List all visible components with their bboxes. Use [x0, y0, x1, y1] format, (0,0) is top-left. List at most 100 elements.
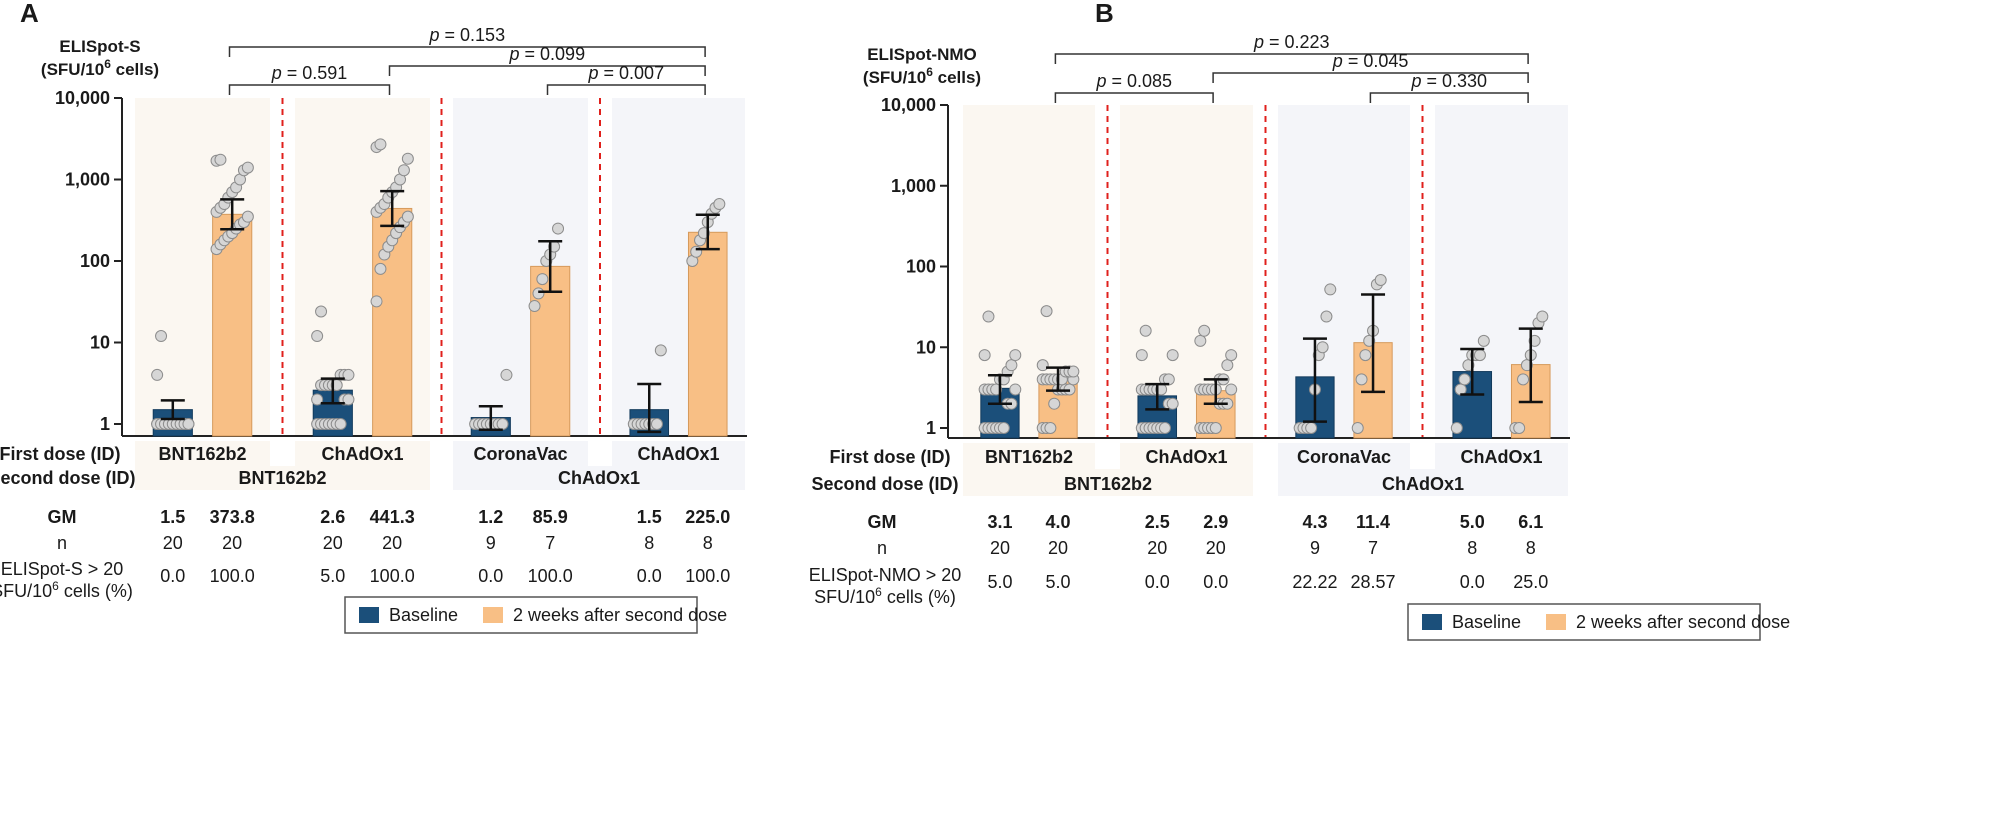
threshold-percent: 0.0: [1145, 572, 1170, 592]
data-point: [496, 418, 509, 430]
threshold-percent: 100.0: [210, 566, 255, 586]
data-point: [1513, 422, 1526, 434]
data-point: [1048, 397, 1061, 410]
p-value-label: p = 0.330: [1410, 71, 1487, 91]
gm-value: 3.1: [987, 512, 1012, 532]
legend-swatch-after: [483, 607, 503, 623]
first-dose-label: ChAdOx1: [321, 444, 403, 464]
data-point: [397, 164, 410, 177]
y-tick-label: 1,000: [65, 170, 110, 190]
n-row-label: n: [57, 533, 67, 553]
data-point: [1477, 334, 1490, 347]
threshold-percent: 25.0: [1513, 572, 1548, 592]
y-tick-label: 10,000: [881, 95, 936, 115]
second-dose-row-label: Second dose (ID): [811, 474, 958, 494]
legend: Baseline 2 weeks after second dose: [344, 596, 727, 634]
second-dose-label: BNT162b2: [1064, 474, 1152, 494]
data-point: [1209, 422, 1222, 434]
gm-value: 2.6: [320, 507, 345, 527]
first-dose-band: [453, 441, 588, 466]
legend-label-baseline: Baseline: [389, 605, 458, 625]
significance-bracket: [546, 84, 706, 95]
n-value: 9: [1310, 538, 1320, 558]
legend-label-after: 2 weeks after second dose: [1576, 612, 1790, 632]
data-point: [1225, 349, 1238, 362]
data-point: [997, 422, 1010, 434]
threshold-percent: 22.22: [1292, 572, 1337, 592]
second-dose-label: ChAdOx1: [1382, 474, 1464, 494]
data-point: [1044, 422, 1057, 434]
legend-swatch-after: [1546, 614, 1566, 630]
second-dose-band: [453, 466, 745, 490]
n-value: 7: [545, 533, 555, 553]
data-point: [1009, 349, 1022, 362]
first-dose-band: [295, 441, 430, 466]
data-point: [1359, 349, 1372, 362]
data-point: [552, 222, 565, 235]
data-point: [1305, 422, 1318, 434]
data-point: [1320, 310, 1333, 323]
gm-value: 5.0: [1460, 512, 1485, 532]
first-dose-band: [1278, 443, 1410, 469]
threshold-percent: 100.0: [370, 566, 415, 586]
gm-value: 11.4: [1356, 512, 1390, 532]
threshold-percent: 28.57: [1351, 572, 1396, 592]
data-point: [182, 418, 195, 430]
first-dose-band: [612, 441, 745, 466]
threshold-percent: 5.0: [320, 566, 345, 586]
gm-value: 2.9: [1203, 512, 1228, 532]
data-point: [151, 368, 164, 381]
data-point: [1135, 349, 1148, 362]
data-point: [1158, 422, 1171, 434]
data-point: [1166, 349, 1179, 362]
y-tick-label: 10,000: [55, 88, 110, 108]
p-value-label: p = 0.153: [429, 25, 506, 45]
data-point: [1009, 383, 1022, 396]
first-dose-label: ChAdOx1: [1145, 447, 1227, 467]
data-point: [1458, 373, 1471, 386]
threshold-row-unit: SFU/106 cells (%): [0, 579, 133, 601]
legend-label-baseline: Baseline: [1452, 612, 1521, 632]
data-point: [374, 262, 387, 275]
legend: Baseline 2 weeks after second dose: [1407, 603, 1790, 641]
data-point: [1036, 359, 1049, 372]
data-point: [532, 287, 545, 300]
n-value: 20: [222, 533, 242, 553]
y-axis-unit: (SFU/106 cells): [41, 57, 159, 79]
gm-row-label: GM: [868, 512, 897, 532]
data-point: [536, 273, 549, 286]
gm-value: 1.5: [160, 507, 185, 527]
threshold-row-unit: SFU/106 cells (%): [814, 585, 956, 607]
group-background: [1120, 105, 1253, 438]
gm-value: 225.0: [685, 507, 730, 527]
p-value-label: p = 0.085: [1095, 71, 1172, 91]
data-point: [1473, 349, 1486, 362]
n-value: 20: [382, 533, 402, 553]
data-point: [650, 418, 663, 430]
gm-value: 6.1: [1518, 512, 1543, 532]
first-dose-band: [963, 443, 1095, 469]
legend-box: [1407, 603, 1761, 641]
data-point: [1536, 310, 1549, 323]
significance-bracket: [228, 46, 706, 57]
legend-label-after: 2 weeks after second dose: [513, 605, 727, 625]
gm-value: 1.5: [637, 507, 662, 527]
y-axis-unit: (SFU/106 cells): [863, 65, 981, 87]
data-point: [982, 310, 995, 323]
data-point: [401, 210, 414, 223]
n-value: 8: [1467, 538, 1477, 558]
data-point: [1374, 274, 1387, 287]
threshold-percent: 0.0: [1203, 572, 1228, 592]
data-point: [370, 295, 383, 308]
n-value: 7: [1368, 538, 1378, 558]
legend-swatch-baseline: [359, 607, 379, 623]
p-value-label: p = 0.591: [271, 63, 348, 83]
n-value: 20: [1147, 538, 1167, 558]
y-tick-label: 1: [100, 414, 110, 434]
data-point: [1225, 383, 1238, 396]
data-point: [654, 344, 667, 357]
first-dose-label: ChAdOx1: [1460, 447, 1542, 467]
data-point: [342, 368, 355, 381]
data-point: [1166, 397, 1179, 410]
